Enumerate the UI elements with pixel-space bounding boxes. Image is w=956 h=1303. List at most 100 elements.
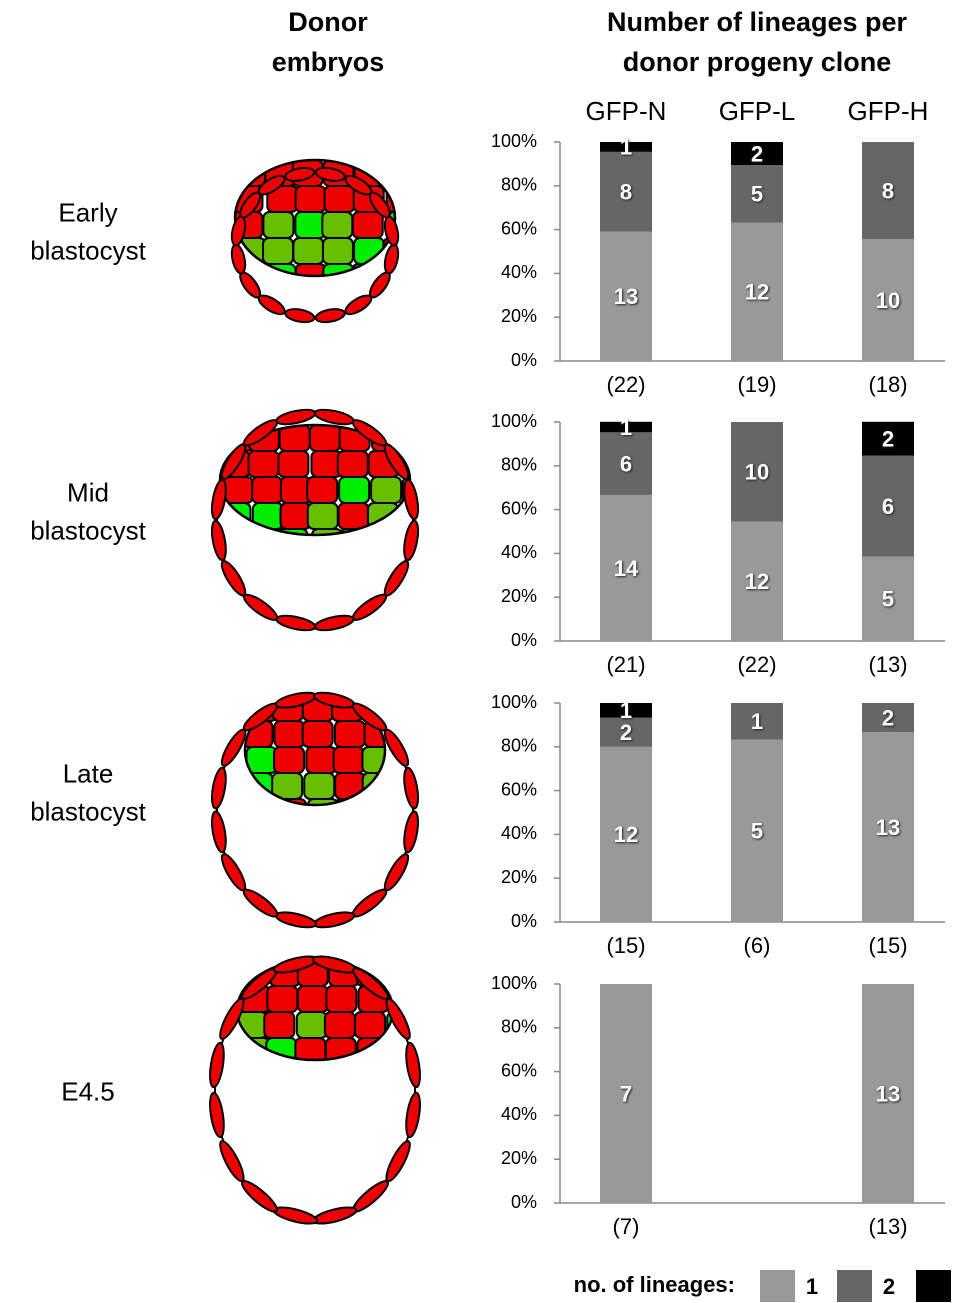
count-label: 1 [620,415,632,440]
cell [306,502,339,530]
te-cell [383,215,400,247]
bar-segment [862,556,914,641]
cell [245,746,278,774]
y-tick-label: 60% [501,779,537,799]
count-label: 8 [882,178,894,203]
n-label: (22) [737,652,776,677]
cell [351,211,384,239]
cell [386,1011,393,1039]
y-tick-label: 80% [501,1017,537,1037]
cell [321,211,354,239]
cell [308,425,341,452]
te-cell [284,308,316,324]
y-tick-label: 20% [501,306,537,326]
te-cell [220,560,247,597]
legend-label: 2 [883,1274,895,1299]
te-cell [383,728,410,767]
y-tick-label: 0% [511,630,537,650]
row-label: Early [58,197,117,227]
bar-segment [600,151,652,232]
bar-segment [731,422,783,522]
bar-segment [862,455,914,557]
n-label: (15) [606,933,645,958]
count-label: 5 [882,587,894,612]
count-label: 2 [882,705,894,730]
n-label: (18) [868,372,907,397]
heading: embryos [272,47,385,77]
cell [384,160,395,187]
cell [336,450,369,478]
n-label: (19) [737,372,776,397]
cell [370,476,403,504]
cell [292,237,325,265]
y-tick-label: 40% [501,542,537,562]
legend-title: no. of lineages: [574,1272,735,1297]
n-label: (22) [606,372,645,397]
n-label: (21) [606,652,645,677]
te-cell [220,853,247,892]
y-tick-label: 60% [501,1060,537,1080]
n-label: (15) [868,933,907,958]
count-label: 14 [614,556,639,581]
category-label: GFP-N [586,96,667,126]
count-label: 7 [620,1081,632,1106]
row-label: blastocyst [30,796,146,826]
count-label: 5 [751,182,763,207]
n-label: (6) [744,933,771,958]
te-cell [403,810,420,854]
count-label: 13 [614,284,638,309]
te-cell [210,478,227,521]
y-tick-label: 100% [491,131,537,151]
y-tick-label: 20% [501,1148,537,1168]
y-tick-label: 0% [511,1192,537,1212]
row-label: blastocyst [30,515,146,545]
y-tick-label: 0% [511,350,537,370]
te-cell [210,766,227,810]
te-cell [209,1041,225,1089]
cell [294,185,327,213]
y-tick-label: 80% [501,175,537,195]
cell [266,985,299,1013]
bar-segment [862,732,914,922]
cell [276,528,309,535]
te-cell [403,766,420,810]
bar-segment [862,421,914,456]
count-label: 6 [620,451,632,476]
legend-swatch [837,1270,872,1302]
bar-segment [731,222,783,361]
count-label: 13 [876,815,900,840]
count-label: 2 [751,141,763,166]
cell [303,772,336,800]
y-tick-label: 60% [501,218,537,238]
bar-segment [600,746,652,922]
cell [306,476,339,504]
te-cell [314,308,346,324]
legend-swatch [916,1270,951,1302]
cell [279,502,312,530]
cell [306,798,339,805]
y-tick-label: 80% [501,455,537,475]
heading: Donor [288,7,368,37]
bar-segment [862,239,914,361]
count-label: 10 [876,288,900,313]
bar-segment [600,494,652,641]
te-cell [403,478,420,521]
bar-segment [731,703,783,740]
count-label: 1 [620,135,632,160]
bar-segment [862,703,914,733]
bar-segment [731,739,783,922]
cell [333,720,366,748]
cell [305,746,338,774]
bar-segment [600,432,652,495]
cell [325,985,358,1013]
row-label: blastocyst [30,235,146,265]
te-cell [284,166,316,182]
cell [321,237,354,265]
legend-label: 1 [806,1274,818,1299]
row-label: E4.5 [61,1076,115,1106]
bar-segment [731,142,783,165]
chart-title: donor progeny clone [623,47,892,77]
y-tick-label: 40% [501,1104,537,1124]
n-label: (13) [868,1214,907,1239]
